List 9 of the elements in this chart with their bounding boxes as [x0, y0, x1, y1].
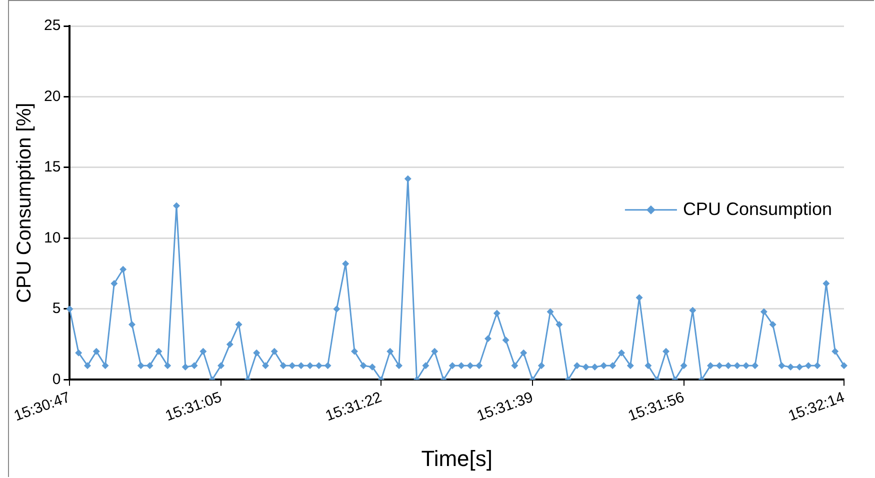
- y-tick-label: 10: [44, 229, 61, 246]
- x-axis-title: Time[s]: [421, 446, 492, 471]
- y-axis-title: CPU Consumption [%]: [14, 102, 36, 303]
- y-tick-label: 0: [52, 370, 61, 388]
- y-tick-label: 15: [44, 158, 61, 176]
- y-tick-label: 20: [44, 88, 61, 105]
- y-tick-label: 5: [52, 300, 61, 318]
- y-tick-label: 25: [44, 17, 61, 34]
- legend-label: CPU Consumption: [682, 198, 832, 219]
